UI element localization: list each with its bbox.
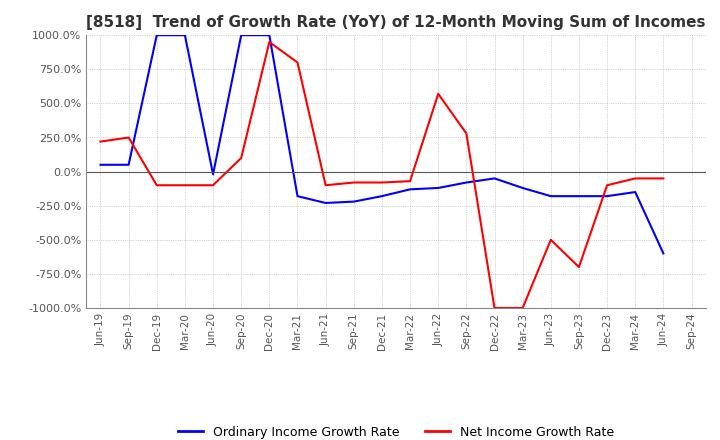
Net Income Growth Rate [631, 176, 639, 181]
Ordinary Income Growth Rate [181, 33, 189, 38]
Net Income Growth Rate [265, 39, 274, 44]
Net Income Growth Rate [153, 183, 161, 188]
Ordinary Income Growth Rate [153, 33, 161, 38]
Ordinary Income Growth Rate [546, 194, 555, 199]
Net Income Growth Rate [349, 180, 358, 185]
Ordinary Income Growth Rate [518, 185, 527, 191]
Net Income Growth Rate [96, 139, 105, 144]
Net Income Growth Rate [377, 180, 386, 185]
Net Income Growth Rate [603, 183, 611, 188]
Net Income Growth Rate [546, 237, 555, 242]
Line: Net Income Growth Rate: Net Income Growth Rate [101, 42, 663, 308]
Ordinary Income Growth Rate [349, 199, 358, 204]
Net Income Growth Rate [518, 305, 527, 311]
Net Income Growth Rate [181, 183, 189, 188]
Ordinary Income Growth Rate [434, 185, 443, 191]
Net Income Growth Rate [575, 264, 583, 270]
Net Income Growth Rate [659, 176, 667, 181]
Ordinary Income Growth Rate [575, 194, 583, 199]
Line: Ordinary Income Growth Rate: Ordinary Income Growth Rate [101, 35, 663, 253]
Ordinary Income Growth Rate [293, 194, 302, 199]
Ordinary Income Growth Rate [265, 33, 274, 38]
Title: [8518]  Trend of Growth Rate (YoY) of 12-Month Moving Sum of Incomes: [8518] Trend of Growth Rate (YoY) of 12-… [86, 15, 706, 30]
Ordinary Income Growth Rate [406, 187, 415, 192]
Legend: Ordinary Income Growth Rate, Net Income Growth Rate: Ordinary Income Growth Rate, Net Income … [174, 421, 618, 440]
Ordinary Income Growth Rate [490, 176, 499, 181]
Net Income Growth Rate [321, 183, 330, 188]
Ordinary Income Growth Rate [659, 251, 667, 256]
Ordinary Income Growth Rate [462, 180, 471, 185]
Net Income Growth Rate [125, 135, 133, 140]
Ordinary Income Growth Rate [125, 162, 133, 167]
Net Income Growth Rate [462, 131, 471, 136]
Ordinary Income Growth Rate [209, 172, 217, 177]
Net Income Growth Rate [209, 183, 217, 188]
Ordinary Income Growth Rate [631, 189, 639, 194]
Net Income Growth Rate [406, 179, 415, 184]
Net Income Growth Rate [490, 305, 499, 311]
Ordinary Income Growth Rate [237, 33, 246, 38]
Ordinary Income Growth Rate [377, 194, 386, 199]
Net Income Growth Rate [293, 60, 302, 65]
Ordinary Income Growth Rate [96, 162, 105, 167]
Ordinary Income Growth Rate [321, 200, 330, 205]
Net Income Growth Rate [237, 155, 246, 161]
Net Income Growth Rate [434, 91, 443, 96]
Ordinary Income Growth Rate [603, 194, 611, 199]
